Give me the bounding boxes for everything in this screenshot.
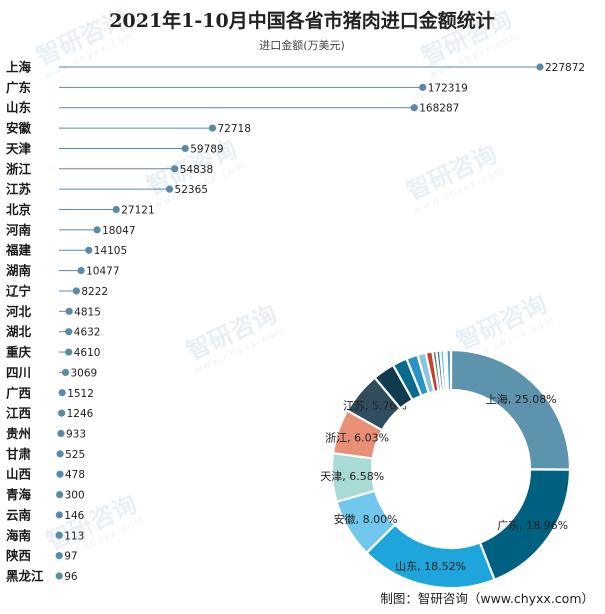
lollipop-dot [112, 205, 120, 214]
lollipop-dot [58, 389, 66, 397]
category-label: 广东 [6, 80, 32, 95]
value-label: 52365 [175, 184, 208, 196]
value-label: 3069 [70, 367, 97, 379]
value-label: 54838 [180, 164, 213, 176]
category-label: 安徽 [6, 121, 32, 136]
lollipop-dot [77, 267, 85, 275]
slice-label: 天津, 6.58% [320, 470, 384, 483]
category-label: 云南 [6, 507, 32, 522]
slice-label: 江苏, 5.76% [343, 400, 407, 413]
value-label: 113 [64, 530, 84, 542]
slice-label: 上海, 25.08% [486, 392, 557, 406]
value-label: 4815 [74, 306, 101, 318]
value-label: 1246 [67, 408, 94, 420]
value-label: 172319 [428, 82, 468, 94]
lollipop-chart: 上海 227872 广东 172319 山东 168287 安徽 72718 天津 59789 浙江… [5, 60, 585, 584]
value-label: 4632 [74, 327, 101, 339]
lollipop-dot [61, 368, 70, 376]
source-note: 制图：智研咨询（www.chyxx.com） [380, 591, 594, 606]
value-label: 8222 [81, 286, 108, 298]
value-label: 27121 [121, 205, 154, 217]
lollipop-dot [65, 348, 73, 356]
category-label: 北京 [6, 202, 32, 217]
category-label: 湖南 [6, 263, 32, 278]
donut-slice [449, 348, 572, 471]
slice-label: 山东, 18.52% [395, 560, 466, 573]
category-label: 山东 [6, 100, 32, 115]
category-label: 广西 [6, 385, 31, 400]
category-label: 湖北 [6, 324, 32, 339]
category-label: 海南 [6, 528, 32, 543]
value-label: 478 [65, 469, 85, 481]
slice-label: 广东, 18.96% [497, 519, 568, 532]
lollipop-dot [181, 144, 189, 153]
lollipop-dot [419, 83, 427, 91]
slice-label: 安徽, 8.00% [334, 512, 398, 526]
category-label: 江苏 [6, 182, 32, 197]
value-label: 227872 [545, 62, 585, 74]
chart-title: 2021年1-10月中国各省市猪肉进口金额统计 [109, 9, 494, 32]
value-label: 97 [64, 551, 77, 563]
lollipop-dot [72, 287, 80, 295]
value-label: 72718 [217, 123, 250, 135]
lollipop-dot [57, 429, 65, 438]
category-label: 河南 [6, 222, 32, 237]
value-label: 14105 [94, 245, 127, 257]
lollipop-dot [410, 104, 418, 112]
donut-chart: 上海, 25.08% 广东, 18.96% 山东, 18.52% 安徽, 8.00% 天… [320, 348, 572, 590]
value-label: 96 [64, 571, 78, 583]
lollipop-dot [56, 490, 64, 499]
lollipop-dot [56, 470, 64, 478]
value-label: 525 [65, 449, 85, 461]
category-label: 福建 [5, 243, 32, 258]
category-label: 上海 [6, 60, 32, 75]
chart-subtitle: 进口金额(万美元) [259, 38, 345, 52]
category-label: 四川 [6, 365, 31, 380]
lollipop-dot [56, 450, 64, 458]
lollipop-dot [208, 124, 217, 132]
category-label: 重庆 [6, 345, 32, 360]
lollipop-dot [536, 63, 544, 71]
value-label: 168287 [419, 103, 459, 115]
lollipop-dot [55, 572, 63, 580]
lollipop-dot [171, 165, 179, 173]
category-label: 河北 [6, 304, 32, 319]
value-label: 1512 [67, 388, 94, 400]
category-label: 陕西 [6, 548, 31, 563]
slice-label: 浙江, 6.03% [325, 431, 389, 444]
category-label: 天津 [6, 141, 32, 156]
category-label: 贵州 [6, 426, 31, 441]
lollipop-dot [55, 511, 63, 519]
value-label: 146 [64, 510, 84, 522]
lollipop-dot [165, 185, 174, 193]
donut-slice [445, 348, 453, 392]
value-label: 10477 [86, 266, 119, 278]
category-label: 山西 [6, 467, 31, 482]
lollipop-dot [85, 246, 93, 254]
value-label: 4610 [74, 347, 101, 359]
lollipop-dot [65, 307, 73, 315]
lollipop-dot [55, 552, 63, 560]
value-label: 300 [65, 490, 85, 502]
value-label: 18047 [102, 225, 135, 237]
lollipop-dot [58, 409, 66, 417]
lollipop-dot [55, 531, 63, 539]
category-label: 辽宁 [6, 283, 31, 298]
category-label: 黑龙江 [6, 569, 44, 584]
lollipop-dot [65, 328, 73, 336]
category-label: 青海 [6, 487, 32, 502]
category-label: 浙江 [6, 161, 32, 176]
value-label: 59789 [190, 143, 223, 155]
category-label: 甘肃 [6, 446, 32, 461]
value-label: 933 [66, 428, 86, 440]
category-label: 江西 [6, 406, 31, 421]
lollipop-dot [93, 226, 101, 234]
